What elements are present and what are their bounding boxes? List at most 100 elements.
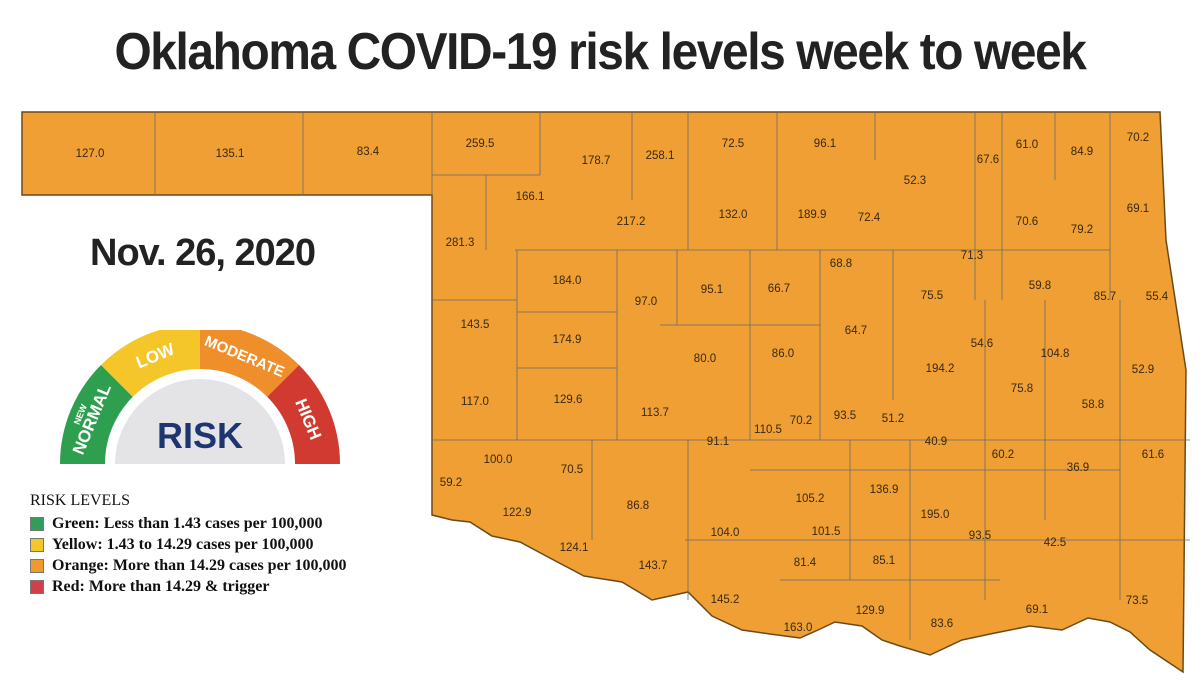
county-rate-label: 59.8 <box>1028 280 1052 292</box>
county-rate-label: 178.7 <box>581 155 611 167</box>
county-rate-label: 60.2 <box>991 449 1015 461</box>
legend-heading: RISK LEVELS <box>30 492 130 509</box>
county-rate-label: 194.2 <box>925 363 955 375</box>
county-rate-label: 100.0 <box>483 454 513 466</box>
gauge-center-label: RISK <box>157 415 243 456</box>
county-rate-label: 259.5 <box>465 138 495 150</box>
county-rate-label: 122.9 <box>502 507 532 519</box>
legend-swatch <box>30 558 44 573</box>
county-rate-label: 129.6 <box>553 394 583 406</box>
gauge-segment-moderate <box>200 330 299 397</box>
legend-item: Red: More than 14.29 & trigger <box>30 576 346 597</box>
county-rate-label: 61.0 <box>1015 139 1039 151</box>
county-rate-label: 281.3 <box>445 237 475 249</box>
county-rate-label: 86.8 <box>626 500 650 512</box>
legend-text: Orange: More than 14.29 cases per 100,00… <box>52 556 347 574</box>
legend-text: Red: More than 14.29 & trigger <box>52 577 270 595</box>
county-rate-label: 105.2 <box>795 493 825 505</box>
county-rate-label: 69.1 <box>1126 203 1150 215</box>
county-rate-label: 93.5 <box>833 410 857 422</box>
county-rate-label: 95.1 <box>700 284 724 296</box>
county-rate-label: 132.0 <box>718 209 748 221</box>
county-rate-label: 93.5 <box>968 530 992 542</box>
county-rate-label: 145.2 <box>710 594 740 606</box>
report-date: Nov. 26, 2020 <box>90 232 316 274</box>
county-rate-label: 59.2 <box>439 477 463 489</box>
county-rate-label: 69.1 <box>1025 604 1049 616</box>
county-rate-label: 86.0 <box>771 348 795 360</box>
county-rate-label: 66.7 <box>767 283 791 295</box>
county-rate-label: 143.7 <box>638 560 668 572</box>
county-rate-label: 129.9 <box>855 605 885 617</box>
county-rate-label: 83.6 <box>930 618 954 630</box>
county-rate-label: 70.5 <box>560 464 584 476</box>
state-outline <box>21 111 1187 674</box>
county-rate-label: 72.5 <box>721 138 745 150</box>
county-rate-label: 80.0 <box>693 353 717 365</box>
county-rate-label: 52.3 <box>903 175 927 187</box>
county-rate-label: 174.9 <box>552 334 582 346</box>
county-rate-label: 135.1 <box>215 148 245 160</box>
county-rate-label: 166.1 <box>515 191 545 203</box>
county-rate-label: 163.0 <box>783 622 813 634</box>
county-rate-label: 79.2 <box>1070 224 1094 236</box>
county-rate-label: 104.0 <box>710 527 740 539</box>
county-rate-label: 143.5 <box>460 319 490 331</box>
legend-swatch <box>30 579 44 594</box>
county-rate-label: 96.1 <box>813 138 837 150</box>
county-rate-label: 73.5 <box>1125 595 1149 607</box>
county-rate-label: 104.8 <box>1040 348 1070 360</box>
risk-legend: RISK LEVELS Green: Less than 1.43 cases … <box>30 492 346 597</box>
county-rate-label: 55.4 <box>1145 291 1169 303</box>
county-rate-label: 136.9 <box>869 484 899 496</box>
county-rate-label: 64.7 <box>844 325 868 337</box>
county-rate-label: 58.8 <box>1081 399 1105 411</box>
county-rate-label: 42.5 <box>1043 537 1067 549</box>
county-rate-label: 70.2 <box>789 415 813 427</box>
county-rate-label: 113.7 <box>641 407 669 419</box>
county-rate-label: 40.9 <box>924 436 948 448</box>
map-title: Oklahoma COVID-19 risk levels week to we… <box>114 23 1086 81</box>
county-rate-label: 101.5 <box>811 526 841 538</box>
county-rate-label: 195.0 <box>920 509 950 521</box>
county-rate-label: 52.9 <box>1131 364 1155 376</box>
county-rate-label: 71.3 <box>960 250 984 262</box>
gauge-center <box>115 379 285 464</box>
legend-item: Orange: More than 14.29 cases per 100,00… <box>30 555 346 576</box>
legend-item: Yellow: 1.43 to 14.29 cases per 100,000 <box>30 534 346 555</box>
legend-text: Green: Less than 1.43 cases per 100,000 <box>52 514 323 532</box>
county-rate-label: 91.1 <box>706 436 730 448</box>
county-rate-label: 110.5 <box>754 424 782 436</box>
county-rate-label: 83.4 <box>356 146 380 158</box>
county-rate-label: 51.2 <box>881 413 905 425</box>
county-rate-label: 81.4 <box>793 557 817 569</box>
county-rate-label: 70.6 <box>1015 216 1039 228</box>
county-rate-label: 124.1 <box>559 542 589 554</box>
legend-text: Yellow: 1.43 to 14.29 cases per 100,000 <box>52 535 314 553</box>
county-rate-label: 54.6 <box>970 338 994 350</box>
county-rate-label: 217.2 <box>616 216 646 228</box>
county-rate-label: 117.0 <box>461 396 489 408</box>
county-rate-label: 75.5 <box>920 290 944 302</box>
county-rate-label: 61.6 <box>1141 449 1165 461</box>
gauge-segment-high <box>267 365 340 464</box>
county-rate-label: 85.7 <box>1093 291 1117 303</box>
county-rate-label: 258.1 <box>645 150 675 162</box>
county-rate-label: 68.8 <box>829 258 853 270</box>
county-rate-label: 85.1 <box>872 555 896 567</box>
legend-swatch <box>30 537 44 552</box>
gauge-segment-low <box>101 330 200 397</box>
county-rate-label: 127.0 <box>75 148 105 160</box>
county-rate-label: 75.8 <box>1010 383 1034 395</box>
county-rate-label: 36.9 <box>1066 462 1090 474</box>
county-rate-label: 97.0 <box>634 296 658 308</box>
county-rate-label: 70.2 <box>1126 132 1150 144</box>
county-rate-label: 84.9 <box>1070 146 1094 158</box>
legend-item: Green: Less than 1.43 cases per 100,000 <box>30 513 346 534</box>
county-rate-label: 184.0 <box>552 275 582 287</box>
county-rate-label: 72.4 <box>857 212 881 224</box>
gauge-segment-normal <box>60 365 133 464</box>
legend-swatch <box>30 516 44 531</box>
